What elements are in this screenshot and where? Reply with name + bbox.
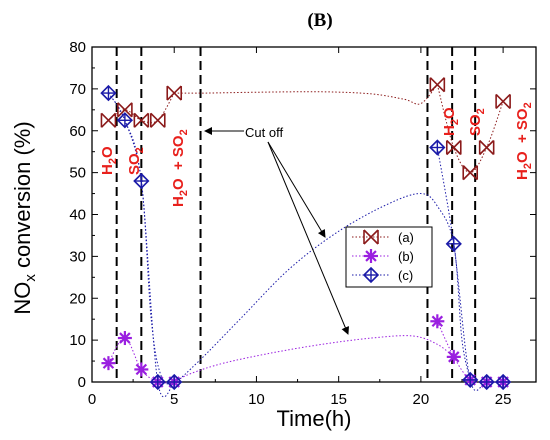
annotation-h2o-so2-right: H2O + SO2 bbox=[514, 102, 534, 180]
annotation-h2o-right-o: O bbox=[441, 107, 458, 119]
data-point bbox=[445, 139, 462, 156]
annotation-h2o-so2-left-mid: O + SO bbox=[170, 135, 187, 190]
annotation-so2-right-sub: 2 bbox=[475, 108, 487, 114]
legend-items: (a) (b) (c) bbox=[352, 229, 414, 284]
plot-frame bbox=[91, 46, 537, 383]
y-tick-label: 50 bbox=[69, 165, 86, 182]
cut-off-arrow-lower bbox=[267, 141, 349, 335]
data-point bbox=[445, 235, 462, 252]
annotation-h2o-left-h: H bbox=[99, 164, 116, 175]
data-point bbox=[462, 165, 479, 181]
legend-marker bbox=[364, 249, 378, 263]
y-axis-label-sub: x bbox=[22, 274, 39, 282]
y-axis-label-rest: conversion (%) bbox=[10, 121, 35, 274]
data-point bbox=[149, 112, 166, 128]
annotation-h2o-right-h: H bbox=[441, 125, 458, 136]
y-tick-label: 80 bbox=[69, 39, 86, 56]
annotation-h2o-so2-right-sub2: 2 bbox=[522, 102, 534, 108]
data-point bbox=[495, 93, 511, 110]
chart-title: (B) bbox=[307, 10, 332, 31]
annotation-cut-off: Cut off bbox=[245, 125, 283, 140]
annotation-so2-left: SO2 bbox=[126, 147, 146, 175]
data-point bbox=[166, 373, 183, 391]
y-tick-label: 20 bbox=[69, 290, 86, 307]
annotation-h2o-so2-left-sub1: 2 bbox=[178, 190, 190, 196]
data-point bbox=[478, 373, 495, 391]
y-tick-label: 30 bbox=[69, 248, 86, 265]
annotation-h2o-left-sub: 2 bbox=[107, 158, 119, 164]
series-curve bbox=[174, 84, 438, 105]
data-point bbox=[134, 362, 149, 377]
data-point bbox=[166, 85, 183, 101]
data-point bbox=[149, 373, 166, 391]
x-tick-label: 15 bbox=[330, 391, 347, 408]
y-axis-label: NOx conversion (%) bbox=[10, 121, 39, 314]
annotation-so2-right: SO2 bbox=[467, 108, 487, 136]
data-point bbox=[494, 373, 512, 391]
legend: (a) (b) (c) bbox=[345, 226, 433, 288]
annotation-h2o-so2-right-h: H bbox=[514, 169, 531, 180]
x-tick-label: 0 bbox=[88, 391, 96, 408]
data-point bbox=[101, 356, 116, 371]
annotation-h2o-so2-left-h: H bbox=[170, 196, 187, 207]
legend-marker bbox=[362, 266, 380, 284]
series-curve bbox=[108, 92, 471, 385]
data-point bbox=[429, 139, 446, 156]
legend-box bbox=[345, 226, 433, 288]
series-curve bbox=[436, 147, 504, 392]
data-point bbox=[117, 102, 133, 118]
data-point bbox=[462, 371, 479, 389]
annotation-h2o-right-sub: 2 bbox=[449, 119, 461, 125]
x-tick-label: 20 bbox=[413, 391, 430, 408]
annotation-so2-right-so: SO bbox=[467, 114, 484, 136]
x-tick-label: 5 bbox=[170, 391, 178, 408]
y-tick-label: 60 bbox=[69, 123, 86, 140]
data-point bbox=[100, 84, 117, 102]
annotation-h2o-so2-right-mid: O + SO bbox=[514, 108, 531, 163]
cut-off-arrow-middle bbox=[267, 141, 326, 238]
y-tick-label: 40 bbox=[69, 207, 86, 224]
y-tick-label: 10 bbox=[69, 332, 86, 349]
x-axis-label: Time(h) bbox=[277, 406, 352, 431]
annotation-h2o-so2-left: H2O + SO2 bbox=[170, 129, 190, 207]
data-point bbox=[478, 139, 495, 156]
data-point bbox=[133, 172, 150, 190]
annotation-h2o-so2-left-sub2: 2 bbox=[178, 129, 190, 135]
legend-label: (c) bbox=[398, 268, 413, 283]
x-tick-label: 25 bbox=[495, 391, 512, 408]
legend-marker bbox=[363, 229, 379, 245]
y-axis-label-main: NO bbox=[10, 282, 35, 315]
data-point bbox=[117, 331, 132, 346]
annotation-so2-left-so: SO bbox=[126, 153, 143, 175]
annotation-h2o-left-o: O bbox=[99, 146, 116, 158]
annotation-h2o-so2-right-sub1: 2 bbox=[522, 163, 534, 169]
legend-label: (b) bbox=[398, 249, 414, 264]
data-point bbox=[429, 77, 446, 93]
data-point bbox=[133, 112, 150, 128]
annotation-h2o-left: H2O bbox=[99, 146, 119, 175]
data-point bbox=[100, 112, 117, 128]
y-tick-label: 70 bbox=[69, 81, 86, 98]
series-curve bbox=[436, 84, 504, 174]
y-tick-label: 0 bbox=[78, 374, 86, 391]
data-point bbox=[446, 349, 461, 364]
data-point bbox=[430, 314, 445, 329]
data-markers bbox=[100, 77, 512, 391]
data-point bbox=[116, 112, 134, 129]
x-tick-label: 10 bbox=[248, 391, 265, 408]
axis-ticks: 0 5 10 15 20 25 0 10 20 30 40 50 60 70 80 bbox=[69, 39, 536, 408]
annotation-so2-left-sub: 2 bbox=[134, 147, 146, 153]
legend-label: (a) bbox=[398, 230, 414, 245]
annotation-h2o-right: H2O bbox=[441, 107, 461, 136]
series-curve bbox=[173, 335, 455, 383]
